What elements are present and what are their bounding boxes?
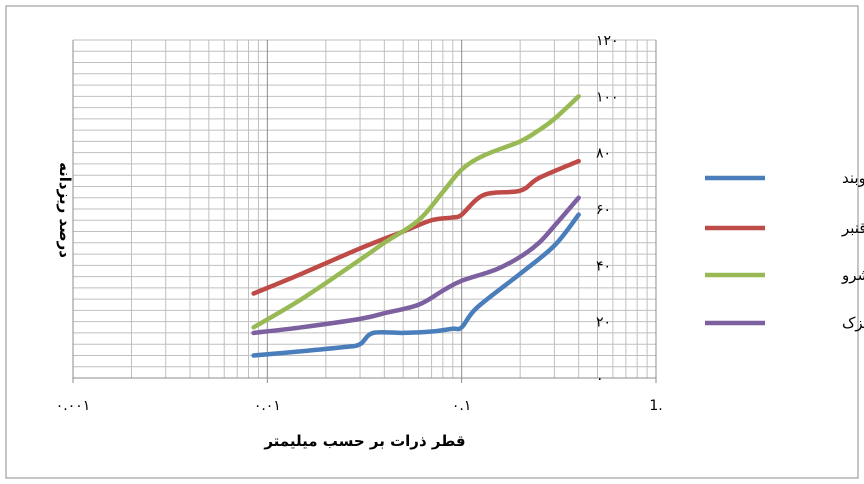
legend-label-2: کلاته قنبر [841,219,864,237]
legend: بازوبند کلاته قنبر بشرو کاریزک [705,169,864,332]
x-axis-title: قطر ذرات بر حسب میلیمتر [263,432,465,450]
data-series [251,94,581,358]
legend-label-1: بازوبند [842,169,864,187]
series-line-4 [251,195,581,336]
y-tick-label: ۶۰ [596,202,611,218]
series-line-3 [251,94,581,330]
plot-grid [72,39,657,383]
x-tick-label: ۰.۱ [452,398,472,414]
series-line-2 [251,158,581,296]
y-tick-label: ۱۲۰ [596,33,619,49]
x-tick-label: ۰.۰۱ [254,398,281,414]
tick-labels: ۰ ۲۰ ۴۰ ۶۰ ۸۰ ۱۰۰ ۱۲۰ ۰.۰۰۱ ۰.۰۱ ۰.۱ 1. [56,33,663,414]
y-tick-label: ۰ [596,371,604,387]
y-axis-title: درصد ریزدانه [56,162,74,258]
x-tick-label: ۰.۰۰۱ [56,398,91,414]
y-tick-label: ۱۰۰ [596,89,619,105]
legend-label-3: بشرو [841,266,864,284]
y-tick-label: ۴۰ [596,258,611,274]
y-tick-label: ۸۰ [596,146,611,162]
series-line-1 [251,212,581,358]
y-tick-label: ۲۰ [596,315,611,331]
x-tick-label: 1. [649,398,662,414]
legend-label-4: کاریزک [842,314,864,332]
